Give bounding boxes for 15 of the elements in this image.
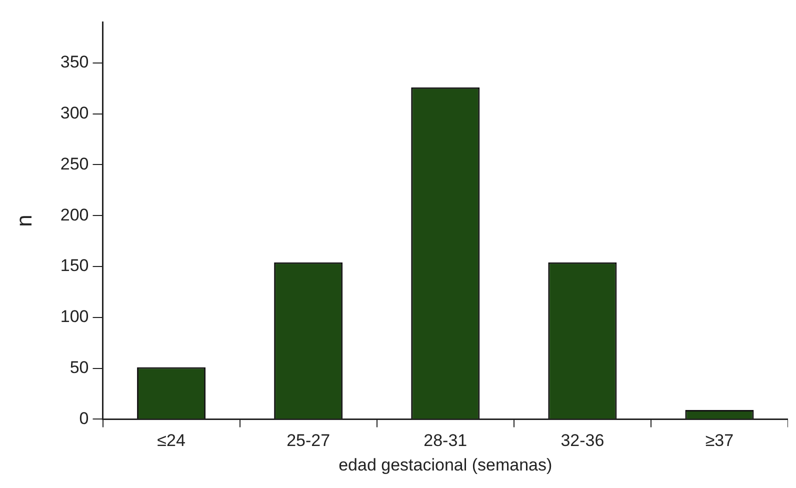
x-axis-title: edad gestacional (semanas): [338, 455, 552, 474]
y-tick-label: 300: [60, 104, 89, 123]
y-tick-label: 100: [60, 307, 89, 326]
y-tick-label: 200: [60, 205, 89, 224]
y-tick-label: 250: [60, 154, 89, 174]
y-axis-title: n: [11, 214, 36, 227]
x-tick-label: 32-36: [560, 431, 604, 450]
y-tick-label: 0: [79, 408, 89, 428]
x-tick-label: ≥37: [705, 431, 734, 450]
y-tick-label: 350: [60, 52, 89, 72]
y-tick-label: 150: [60, 256, 89, 276]
x-tick-label: 28-31: [424, 431, 468, 450]
y-tick-label: 50: [70, 358, 89, 377]
x-tick-label: 25-27: [286, 431, 330, 450]
x-tick-label: ≤24: [157, 431, 186, 450]
